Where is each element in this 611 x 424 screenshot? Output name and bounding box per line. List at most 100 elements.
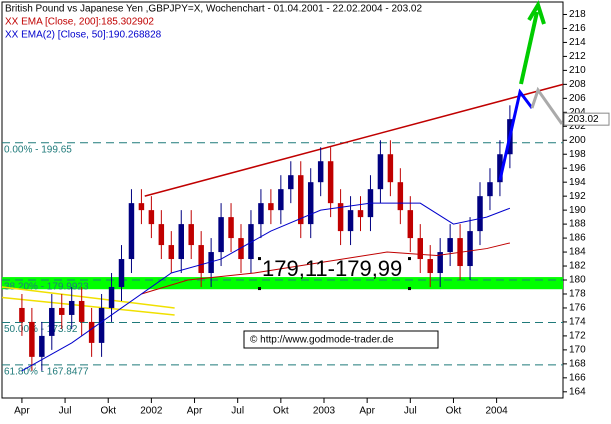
candle-body: [158, 224, 165, 246]
x-tick-label: 2004: [485, 406, 508, 417]
candle-body: [268, 203, 274, 211]
trendline: [144, 83, 564, 197]
copyright-box: [243, 330, 439, 349]
candle-body: [78, 300, 85, 322]
zone-marker: [408, 287, 411, 291]
x-tick-label: Jul: [59, 406, 72, 417]
candle-body: [59, 307, 65, 315]
candle-body: [108, 286, 115, 308]
ema-line: [141, 242, 511, 295]
y-tick-label: 200: [569, 135, 586, 146]
x-tick-label: Okt: [100, 406, 116, 417]
projection-green-head: [527, 0, 546, 25]
x-tick-label: Okt: [273, 406, 289, 417]
plot-layer: 164 166 168 170 172 174 176 178 180 182 184 186 188 1…: [1, 9, 586, 417]
candle-body: [407, 210, 414, 239]
candle-body: [128, 203, 135, 260]
candle-body: [98, 307, 105, 343]
level-label: 61.80% - 167.8477: [4, 367, 89, 378]
candle-body: [387, 154, 394, 183]
candle-body: [258, 203, 264, 225]
y-tick-label: 172: [569, 331, 586, 342]
candle-body: [168, 245, 175, 260]
y-tick-label: 166: [569, 372, 586, 383]
candle-body: [427, 259, 433, 274]
candle-body: [497, 154, 503, 183]
copyright: © http://www.godmode-trader.de: [250, 335, 394, 346]
y-tick-label: 184: [569, 247, 586, 258]
y-tick-label: 190: [569, 205, 586, 216]
candle-body: [447, 238, 453, 253]
candle-body: [88, 321, 95, 343]
legend-entry: XX EMA(2) [Close, 50]:190.268828: [5, 30, 162, 41]
legend-entry: XX EMA [Close, 200]:185.302902: [5, 17, 154, 28]
candle-body: [487, 182, 493, 197]
trendline: [1, 296, 175, 316]
candle-body: [327, 161, 334, 204]
x-tick-label: Okt: [446, 406, 462, 417]
candle-body: [138, 203, 145, 211]
y-tick-label: 206: [569, 93, 586, 104]
level-label: 0.00% - 199.65: [4, 144, 72, 155]
candle-body: [238, 238, 244, 260]
y-tick-label: 186: [569, 233, 586, 244]
y-tick-label: 196: [569, 163, 586, 174]
candle-body: [397, 182, 404, 211]
projection-gray: [530, 86, 564, 125]
candle-body: [357, 210, 364, 218]
y-tick-label: 180: [569, 275, 586, 286]
zone-marker: [258, 257, 261, 261]
candle-body: [198, 245, 204, 274]
candle-body: [417, 238, 423, 260]
y-tick-label: 192: [569, 191, 586, 202]
y-tick-label: 188: [569, 219, 586, 230]
candle-body: [29, 321, 35, 357]
x-tick-label: 2003: [313, 406, 336, 417]
candle-body: [307, 182, 314, 225]
last-price-label: 203.02: [568, 114, 599, 125]
ema-line: [21, 202, 511, 372]
x-tick-label: Jul: [231, 406, 244, 417]
level-label: 50.00% - 173.92: [4, 324, 78, 335]
y-tick-label: 198: [569, 149, 586, 160]
projection-green: [519, 11, 539, 85]
candle-body: [118, 259, 125, 287]
candle-body: [49, 307, 55, 336]
projection-blue: [498, 88, 534, 181]
plot-frame: [1, 1, 564, 399]
chart-title: British Pound vs Japanese Yen ,GBPJPY=X,…: [5, 4, 422, 15]
candle-body: [188, 224, 194, 246]
x-tick-label: 2002: [140, 406, 163, 417]
zone-label: 179,11-179,99: [262, 256, 402, 281]
x-tick-label: Jul: [404, 406, 417, 417]
y-tick-label: 194: [569, 177, 586, 188]
x-tick-label: Apr: [187, 406, 203, 417]
candle-body: [437, 252, 443, 274]
y-tick-label: 182: [569, 261, 586, 272]
x-tick-label: Apr: [14, 406, 30, 417]
y-tick-label: 212: [569, 51, 586, 62]
y-tick-label: 202: [569, 121, 586, 132]
zone-marker: [408, 257, 411, 261]
candle-body: [377, 154, 384, 190]
candle-body: [337, 203, 344, 232]
x-tick-label: Apr: [359, 406, 375, 417]
candle-body: [68, 300, 75, 315]
candle-body: [278, 189, 284, 211]
candle-body: [467, 231, 473, 267]
candle-body: [218, 217, 224, 253]
level-label: 38.20% - 179.9923: [4, 282, 89, 293]
candle-body: [208, 252, 214, 274]
y-tick-label: 164: [569, 386, 586, 397]
y-tick-label: 204: [569, 107, 586, 118]
last-price-box: [563, 112, 610, 126]
trendline: [1, 286, 175, 309]
candle-body: [347, 210, 354, 232]
candle-body: [317, 161, 324, 183]
candle-body: [298, 175, 304, 225]
candle-body: [228, 217, 234, 239]
y-tick-label: 168: [569, 358, 586, 369]
candle-body: [288, 175, 294, 190]
